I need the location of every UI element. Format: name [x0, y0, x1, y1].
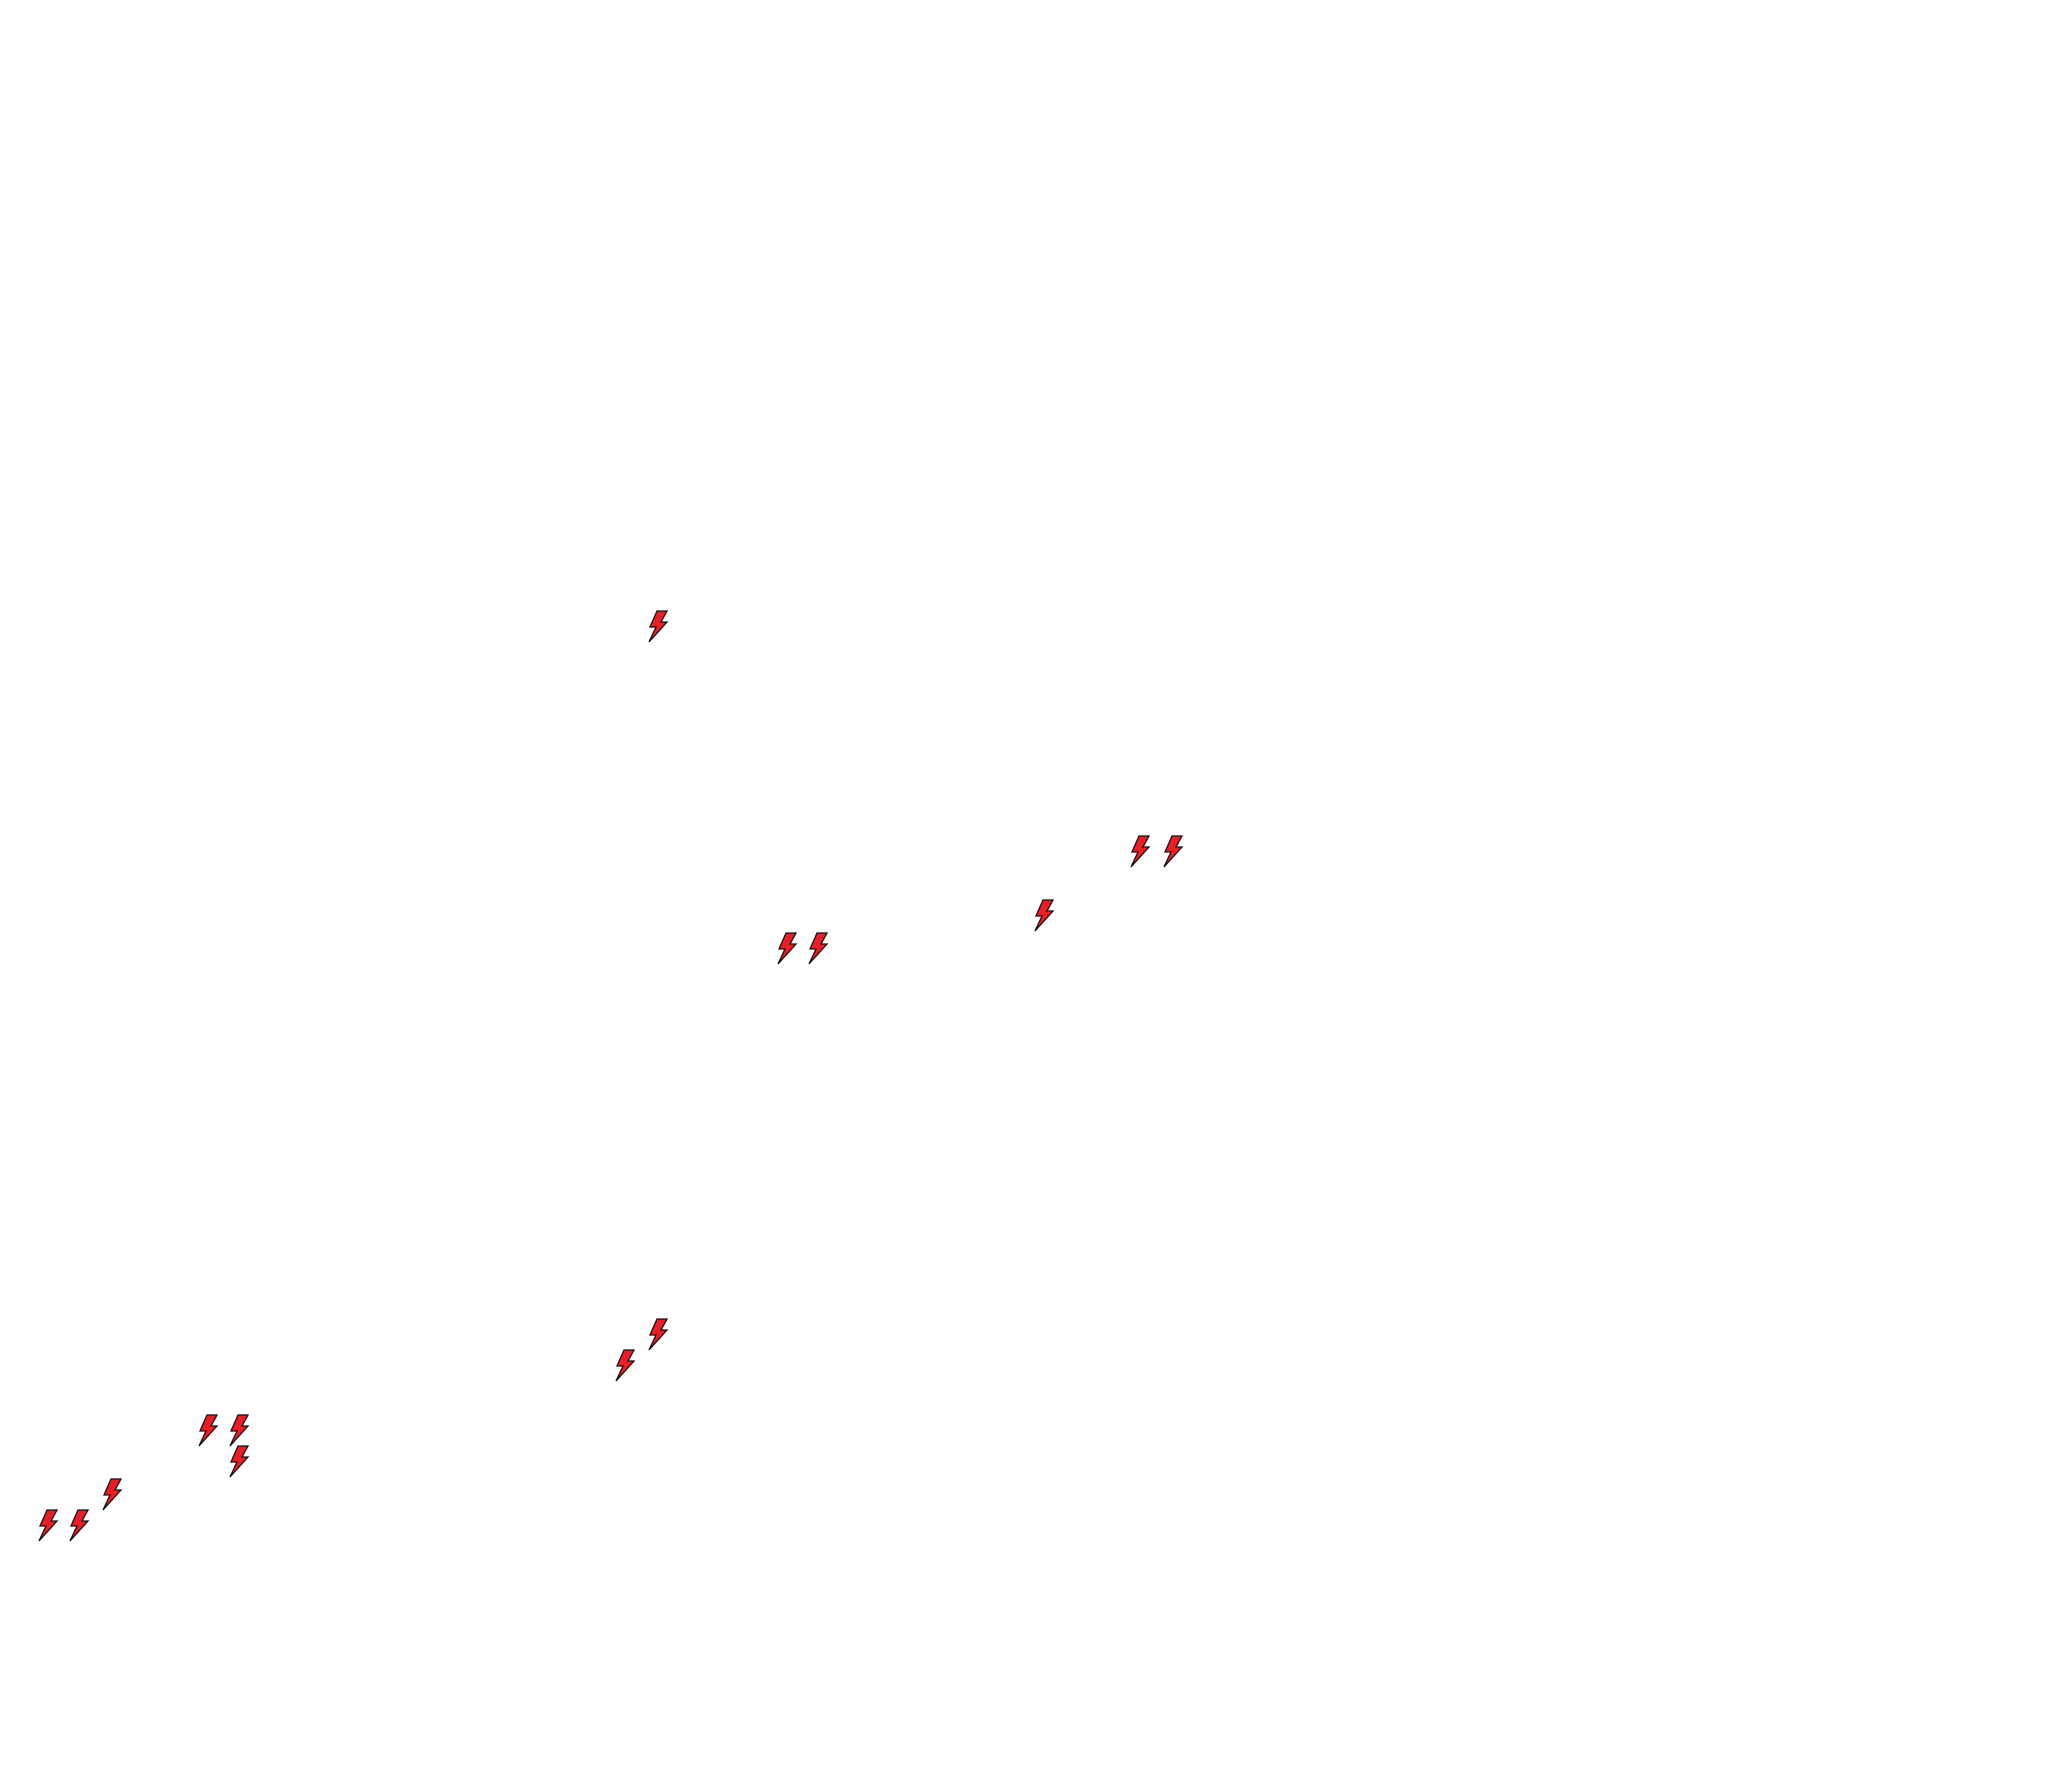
bolt-icon [38, 1509, 58, 1542]
bolt-icon [198, 1414, 218, 1447]
bolt-icon [229, 1414, 249, 1447]
bolt-icon [1034, 899, 1054, 932]
bolt-icon [777, 932, 797, 965]
bolt-icon [648, 610, 668, 643]
bolt-icon [808, 932, 828, 965]
bolt-icon [69, 1509, 89, 1542]
bolt-icon [1130, 835, 1150, 868]
bolt-icon [102, 1478, 122, 1511]
bolt-icon [615, 1349, 635, 1382]
bolt-icon [1163, 835, 1183, 868]
bolt-icon [229, 1445, 249, 1478]
bolt-icon [648, 1318, 668, 1351]
